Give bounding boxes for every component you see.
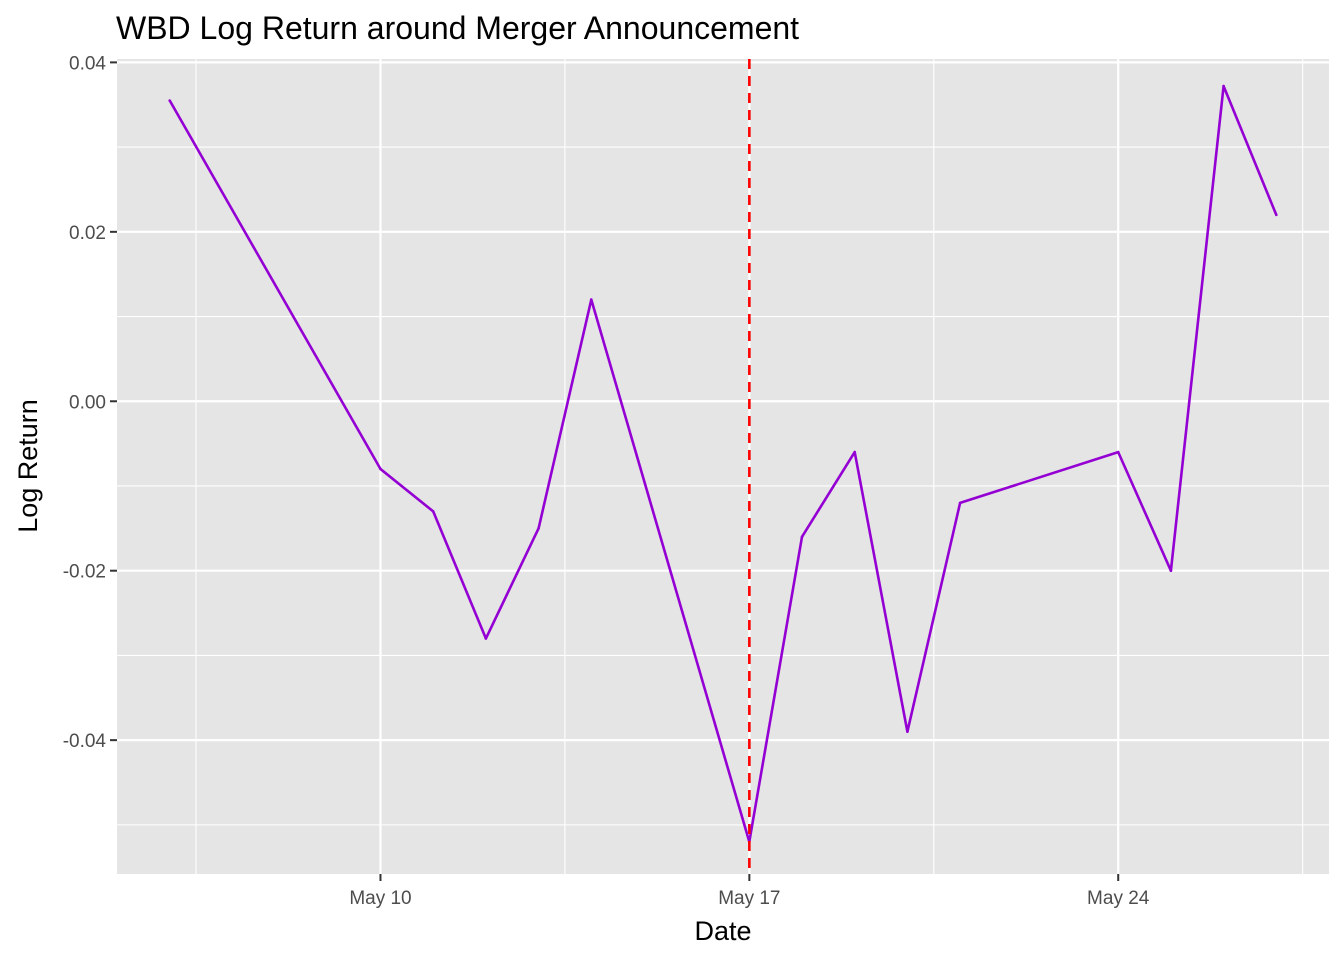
- x-tick-label: May 24: [1087, 888, 1150, 909]
- data-point: [853, 450, 857, 454]
- x-axis: May 10 May 17 May 24: [349, 874, 1150, 909]
- data-point: [1116, 450, 1120, 454]
- data-point: [1275, 213, 1278, 217]
- data-point: [168, 99, 171, 102]
- minor-gridlines: [117, 59, 1329, 874]
- y-tick-label: 0.04: [69, 53, 106, 74]
- data-point: [589, 298, 593, 301]
- chart-title: WBD Log Return around Merger Announcemen…: [116, 10, 799, 46]
- y-tick-label: 0.00: [69, 392, 106, 413]
- data-point: [537, 527, 540, 530]
- data-point: [484, 637, 488, 640]
- data-point: [906, 730, 909, 733]
- y-tick-label: -0.04: [63, 731, 107, 752]
- x-tick-label: May 10: [349, 888, 411, 909]
- x-tick-label: May 17: [718, 888, 780, 909]
- data-point: [431, 510, 435, 513]
- y-tick-label: -0.02: [63, 562, 106, 583]
- x-axis-title: Date: [694, 916, 751, 946]
- data-point: [958, 501, 962, 505]
- plot-panel: [117, 59, 1329, 874]
- y-axis: -0.04 -0.02 0.00 0.02 0.04: [63, 53, 117, 752]
- series-layer: [168, 84, 1278, 844]
- y-tick-label: 0.02: [69, 223, 106, 244]
- data-point: [800, 535, 804, 539]
- data-point: [1222, 84, 1225, 88]
- y-axis-title: Log Return: [13, 399, 43, 533]
- data-point: [1169, 569, 1173, 573]
- data-point: [379, 467, 382, 471]
